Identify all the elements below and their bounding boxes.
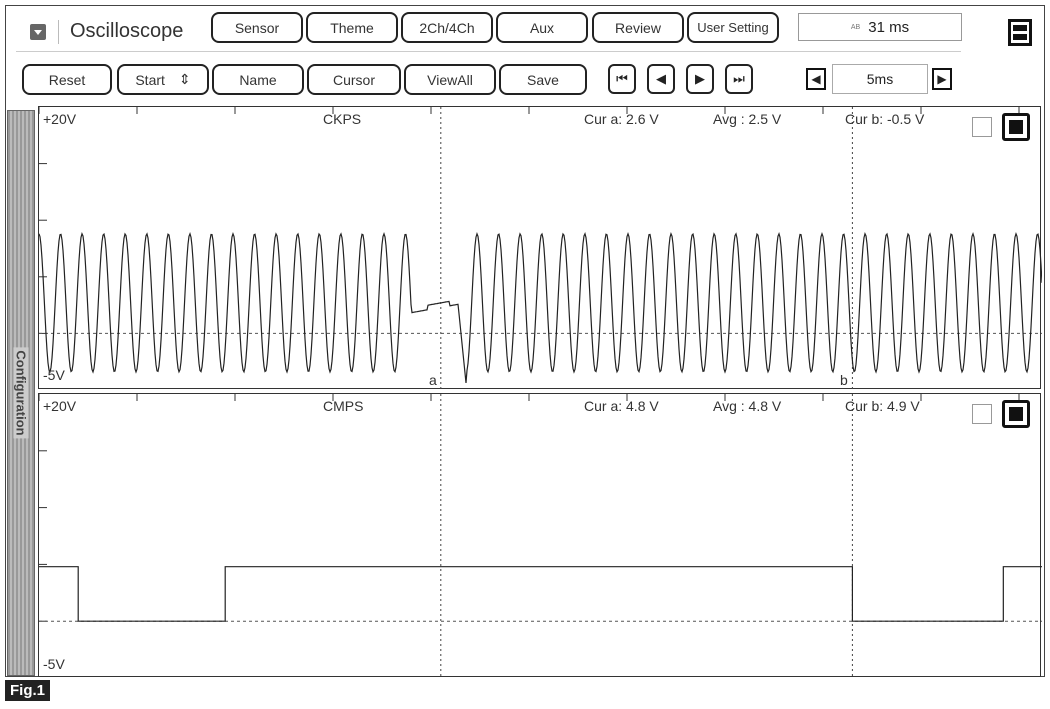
ymax-label: +20V — [43, 398, 77, 414]
channel-mode-button[interactable]: 2Ch/4Ch — [401, 12, 493, 43]
cursor-b-value: Cur b: -0.5 V — [845, 111, 925, 127]
reset-button[interactable]: Reset — [22, 64, 112, 95]
aux-button[interactable]: Aux — [496, 12, 588, 43]
theme-button[interactable]: Theme — [306, 12, 398, 43]
review-button[interactable]: Review — [592, 12, 684, 43]
time-increase-icon[interactable]: ▶ — [932, 68, 952, 90]
configuration-label: Configuration — [13, 347, 29, 439]
layout-toggle-icon[interactable] — [1008, 19, 1032, 46]
figure-label: Fig.1 — [5, 680, 51, 701]
channel-plot-ckps: +20V -5V CKPS Cur a: 2.6 V Avg : 2.5 V C… — [38, 106, 1042, 390]
start-label: Start — [135, 71, 165, 88]
name-button[interactable]: Name — [212, 64, 304, 95]
divider — [16, 51, 961, 52]
time-readout-value: 31 ms — [868, 18, 910, 36]
channel-checkbox[interactable] — [972, 404, 992, 424]
average-value: Avg : 4.8 V — [713, 398, 782, 414]
next-frame-icon[interactable]: ▶ — [686, 64, 714, 94]
channel-enable-checkbox[interactable] — [1002, 400, 1030, 428]
sensor-button[interactable]: Sensor — [211, 12, 303, 43]
start-select[interactable]: Start ⇕ — [117, 64, 209, 95]
time-decrease-icon[interactable]: ◀ — [806, 68, 826, 90]
cursor-a-value: Cur a: 4.8 V — [584, 398, 659, 414]
save-button[interactable]: Save — [499, 64, 587, 95]
cursor-button[interactable]: Cursor — [307, 64, 401, 95]
channel-name: CMPS — [323, 398, 364, 414]
channel-enable-checkbox[interactable] — [1002, 113, 1030, 141]
updown-icon: ⇕ — [178, 71, 191, 87]
ckps-trace-canvas — [39, 107, 1042, 390]
ymin-label: -5V — [43, 367, 65, 383]
configuration-tab[interactable]: Configuration — [7, 110, 35, 676]
trace-ckps — [39, 231, 1042, 383]
channel-name: CKPS — [323, 111, 362, 127]
last-frame-icon[interactable]: ⏭ — [725, 64, 753, 94]
ab-icon: AB — [850, 23, 861, 31]
first-frame-icon[interactable]: ⏮ — [608, 64, 636, 94]
dropdown-menu-icon[interactable] — [30, 24, 46, 40]
cursor-a-marker[interactable]: a — [429, 372, 437, 388]
time-per-div: 5ms — [832, 64, 928, 94]
trace-cmps — [39, 566, 1042, 622]
ymin-label: -5V — [43, 656, 65, 672]
cmps-trace-canvas — [39, 394, 1042, 678]
ymax-label: +20V — [43, 111, 77, 127]
cursor-b-marker[interactable]: b — [840, 372, 848, 388]
channel-checkbox[interactable] — [972, 117, 992, 137]
cursor-b-value: Cur b: 4.9 V — [845, 398, 920, 414]
average-value: Avg : 2.5 V — [713, 111, 782, 127]
viewall-button[interactable]: ViewAll — [404, 64, 496, 95]
app-title: Oscilloscope — [70, 20, 184, 42]
channel-plot-cmps: +20V -5V CMPS Cur a: 4.8 V Avg : 4.8 V C… — [38, 393, 1042, 678]
time-readout: AB 31 ms — [798, 13, 962, 41]
prev-frame-icon[interactable]: ◀ — [647, 64, 675, 94]
divider — [58, 20, 59, 44]
user-setting-button[interactable]: User Setting — [687, 12, 779, 43]
cursor-a-value: Cur a: 2.6 V — [584, 111, 659, 127]
